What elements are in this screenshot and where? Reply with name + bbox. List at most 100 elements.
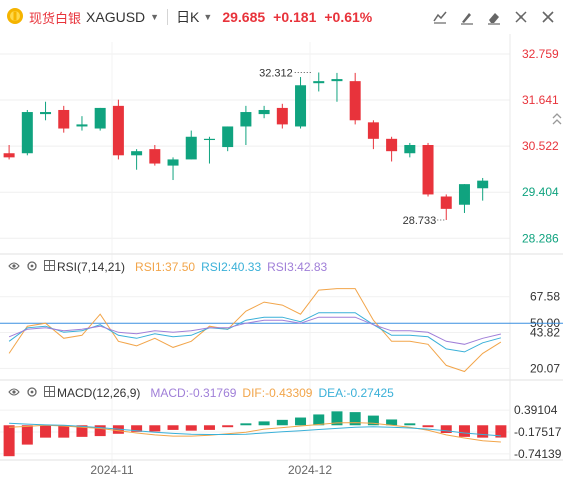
macd-histogram-bar bbox=[94, 425, 106, 437]
macd-histogram-bar bbox=[3, 425, 15, 457]
high-annotation: 32.312 bbox=[259, 67, 293, 79]
macd-histogram-bar bbox=[149, 425, 161, 432]
settings-icon[interactable] bbox=[26, 386, 38, 401]
draw-line-button[interactable] bbox=[430, 7, 449, 26]
rsi-header: RSI(7,14,21) RSI1:37.50 RSI2:40.33 RSI3:… bbox=[0, 258, 327, 276]
macd-histogram-bar bbox=[440, 425, 452, 433]
candle bbox=[422, 142, 434, 197]
y-tick-label: -0.17517 bbox=[514, 425, 562, 439]
macd-histogram-bar bbox=[276, 419, 288, 426]
chart-header: 现货白银 XAGUSD ▼ 日K ▼ 29.685 +0.181 +0.61% bbox=[0, 0, 563, 34]
candlestick-panel: 32.759 31.641 30.522 29.404 28.286 32.312 28.7… bbox=[0, 34, 563, 470]
rsi3-value: RSI3:42.83 bbox=[267, 260, 328, 274]
macd-histogram-bar bbox=[76, 425, 88, 437]
low-annotation: 28.733 bbox=[403, 215, 437, 227]
logo-icon bbox=[6, 7, 24, 28]
logo-label: 现货白银 bbox=[29, 10, 82, 26]
macd-panel: 0.39104 -0.17517 -0.74139 bbox=[0, 403, 562, 461]
macd-histogram-bar bbox=[422, 425, 434, 428]
crosshair-button[interactable] bbox=[511, 7, 530, 26]
macd-histogram-bar bbox=[367, 415, 379, 426]
last-price: 29.685 bbox=[222, 9, 266, 25]
candle bbox=[276, 103, 288, 129]
grid-icon[interactable] bbox=[44, 386, 55, 400]
macd-histogram-bar bbox=[167, 425, 179, 430]
brush-button[interactable] bbox=[457, 7, 476, 26]
eraser-icon bbox=[487, 12, 500, 25]
candle-body bbox=[94, 107, 106, 129]
chart-canvas[interactable]: 32.759 31.641 30.522 29.404 28.286 32.312 28.7… bbox=[0, 34, 563, 485]
symbol-label: XAGUSD bbox=[86, 9, 146, 25]
candle bbox=[149, 145, 161, 166]
candle-body bbox=[386, 138, 398, 152]
period-label: 日K bbox=[176, 9, 200, 25]
brush-icon bbox=[460, 12, 473, 25]
macd-name: MACD(12,26,9) bbox=[57, 386, 141, 400]
candle-body bbox=[422, 145, 434, 195]
close-button[interactable] bbox=[538, 7, 557, 26]
draw-line-icon bbox=[432, 11, 447, 24]
grid-icon[interactable] bbox=[44, 260, 55, 274]
rsi-name: RSI(7,14,21) bbox=[57, 260, 126, 274]
y-tick-label: 30.522 bbox=[522, 139, 559, 153]
y-tick-label: 67.58 bbox=[530, 290, 560, 304]
candle bbox=[386, 136, 398, 162]
eye-icon[interactable] bbox=[8, 260, 20, 274]
candle bbox=[112, 99, 124, 160]
candle bbox=[185, 130, 197, 160]
candle-body bbox=[185, 136, 197, 160]
price-change: +0.181 bbox=[273, 9, 317, 25]
candle-body bbox=[40, 112, 52, 115]
x-tick-label: 2024-12 bbox=[288, 463, 332, 477]
settings-icon[interactable] bbox=[26, 260, 38, 275]
price-change-pct: +0.61% bbox=[324, 9, 373, 25]
candle bbox=[240, 105, 252, 145]
candle bbox=[58, 105, 70, 133]
candle-body bbox=[222, 126, 234, 148]
macd-histogram-bar bbox=[40, 425, 52, 438]
period-selector[interactable]: 日K ▼ bbox=[176, 7, 212, 27]
candle bbox=[167, 157, 179, 181]
symbol-selector[interactable]: 现货白银 XAGUSD ▼ bbox=[6, 7, 159, 28]
candle-body bbox=[167, 159, 179, 166]
candle-body bbox=[240, 112, 252, 127]
candle-body bbox=[313, 81, 325, 84]
eye-icon[interactable] bbox=[8, 386, 20, 400]
candle-body bbox=[131, 151, 143, 156]
candle bbox=[295, 77, 307, 129]
candle bbox=[203, 136, 215, 164]
candle bbox=[94, 107, 106, 131]
macd-histogram-bar bbox=[222, 425, 234, 428]
scroll-up-button[interactable] bbox=[550, 109, 563, 129]
y-tick-label: 20.07 bbox=[530, 361, 560, 375]
candle bbox=[404, 142, 416, 158]
macd-histogram-bar bbox=[458, 425, 470, 437]
macd-histogram-bar bbox=[386, 419, 398, 426]
rsi1-value: RSI1:37.50 bbox=[135, 260, 196, 274]
crosshair-icon bbox=[514, 10, 527, 23]
chevron-down-icon: ▼ bbox=[150, 12, 160, 22]
candle bbox=[76, 116, 88, 131]
dea-value: DEA:-0.27425 bbox=[318, 386, 394, 400]
macd-histogram-bar bbox=[203, 425, 215, 430]
dif-value: DIF:-0.43309 bbox=[242, 386, 313, 400]
candle-body bbox=[404, 145, 416, 154]
eraser-button[interactable] bbox=[484, 7, 503, 26]
candle bbox=[458, 184, 470, 213]
y-tick-label: 31.641 bbox=[522, 93, 559, 107]
macd-histogram-bar bbox=[349, 412, 361, 426]
macd-histogram-bar bbox=[21, 425, 33, 445]
x-tick-label: 2024-11 bbox=[90, 463, 133, 477]
candle-body bbox=[3, 153, 15, 158]
candle bbox=[367, 120, 379, 150]
candle bbox=[331, 72, 343, 102]
macd-histogram-bar bbox=[404, 423, 416, 426]
candle bbox=[40, 101, 52, 121]
divider bbox=[167, 9, 169, 25]
toolbar bbox=[430, 7, 557, 26]
candle-body bbox=[367, 122, 379, 139]
candle-body bbox=[477, 180, 489, 189]
candle bbox=[21, 109, 33, 156]
candle bbox=[349, 72, 361, 125]
